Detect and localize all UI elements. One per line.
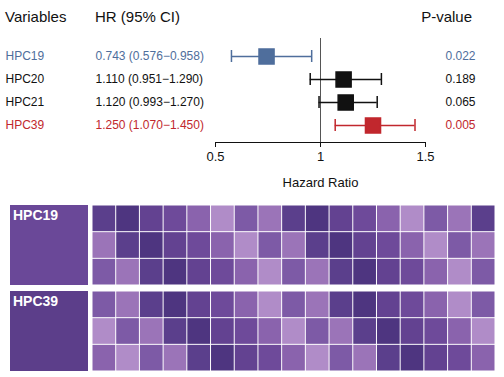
svg-text:0.065: 0.065 — [445, 95, 475, 109]
svg-text:HPC21: HPC21 — [6, 95, 45, 109]
svg-text:HPC19: HPC19 — [6, 49, 45, 63]
svg-text:HPC19: HPC19 — [13, 207, 58, 223]
html-text:HR (95% CI): HR (95% CI) — [95, 8, 180, 25]
svg-text:0.189: 0.189 — [445, 72, 475, 86]
svg-text:0.005: 0.005 — [445, 118, 475, 132]
svg-text:HPC39: HPC39 — [13, 293, 58, 309]
svg-text:HPC39: HPC39 — [6, 118, 45, 132]
svg-text:1.120 (0.993−1.270): 1.120 (0.993−1.270) — [96, 95, 204, 109]
svg-text:1.110 (0.951−1.290): 1.110 (0.951−1.290) — [96, 72, 204, 86]
svg-text:1.5: 1.5 — [416, 149, 434, 164]
svg-text:0.022: 0.022 — [445, 49, 475, 63]
html-text:Variables: Variables — [5, 8, 67, 25]
html-text:P-value: P-value — [421, 8, 472, 25]
svg-text:HPC20: HPC20 — [6, 72, 45, 86]
svg-text:0.5: 0.5 — [206, 149, 224, 164]
svg-text:1: 1 — [317, 149, 324, 164]
svg-text:Hazard Ratio: Hazard Ratio — [283, 175, 359, 190]
svg-text:0.743 (0.576−0.958): 0.743 (0.576−0.958) — [96, 49, 204, 63]
svg-text:1.250 (1.070−1.450): 1.250 (1.070−1.450) — [96, 118, 204, 132]
